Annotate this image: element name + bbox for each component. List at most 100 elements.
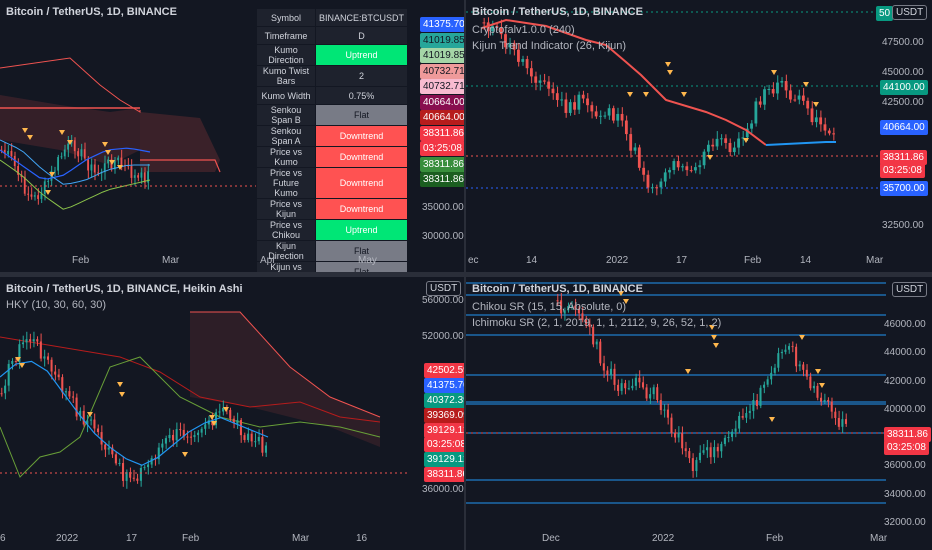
br-candle [812,385,815,389]
tr-signal-arrow [707,155,713,160]
tr-candle [737,138,741,148]
br-candle [809,376,812,389]
tr-indicator-2[interactable]: Kijun Trend Indicator (26, Kijun) [472,40,627,52]
tr-chart-canvas[interactable] [466,0,932,272]
br-candle [574,305,577,309]
br-signal-arrow [799,335,805,340]
kijun-trend-red [481,18,767,146]
br-currency-button[interactable]: USDT [892,282,928,297]
status-key: Price vs Kumo [256,146,316,168]
tr-candle [801,95,805,101]
tl-candle [57,157,59,171]
bl-candle [161,443,164,448]
bl-candle [229,409,232,419]
br-indicator-2[interactable]: Ichimoku SR (2, 1, 2019, 1, 1, 2112, 9, … [472,317,722,329]
pane-top-right-kijun[interactable]: Bitcoin / TetherUS, 1D, BINANCE Cryptofa… [466,0,932,272]
br-candle [674,433,677,438]
br-candle [641,382,645,388]
bl-y-label-2: 52000.00 [422,331,464,342]
br-indicator-1[interactable]: Chikou SR (15, 15, Absolute, 0) [472,301,627,313]
tr-candle [521,59,525,62]
br-chart-canvas[interactable] [466,277,932,550]
tr-candle [499,27,503,35]
br-candle [816,385,819,398]
br-candle [830,401,833,412]
br-candle [609,368,612,375]
tr-symbol-title[interactable]: Bitcoin / TetherUS, 1D, BINANCE [472,6,643,18]
br-symbol-title[interactable]: Bitcoin / TetherUS, 1D, BINANCE [472,283,643,295]
tr-signal-arrow [813,102,819,107]
bl-indicator[interactable]: HKY (10, 30, 60, 30) [6,299,107,311]
tr-price-tag: 44100.00 [880,80,928,95]
tl-signal-arrow [117,165,123,170]
bl-candle [150,458,153,465]
kijun-line [0,139,150,185]
bl-candle [139,467,142,481]
tr-candle [663,172,667,182]
status-value: 0.75% [314,86,409,105]
tr-candle [560,99,564,101]
bl-x-label: 16 [356,533,368,544]
status-value: Flat [314,104,409,126]
br-candle [741,415,744,418]
tr-candle [832,133,835,135]
tr-indicator-1[interactable]: Cryptofalv1.0.0 (240) [472,24,575,36]
tl-price-tag: 40664.00 [420,94,468,110]
status-row: Timeframe D [256,26,409,45]
tl-candle [17,166,19,175]
tl-symbol-title[interactable]: Bitcoin / TetherUS, 1D, BINANCE [6,6,177,18]
tr-x-label: 14 [526,255,538,266]
horizontal-divider[interactable] [0,272,932,277]
tr-candle [819,117,823,125]
br-candle [695,460,698,472]
bl-candle [39,341,42,359]
bl-candle [57,374,60,378]
tr-candle [750,123,753,129]
bl-price-tag: 39369.09 [424,408,472,423]
tl-candle [33,195,36,197]
bl-chart-canvas[interactable] [0,277,410,550]
pane-top-left-ichimoku[interactable]: Bitcoin / TetherUS, 1D, BINANCE Symbol BI… [0,0,410,272]
br-candle [570,305,573,307]
tr-candle [491,26,494,32]
bl-symbol-title[interactable]: Bitcoin / TetherUS, 1D, BINANCE, Heikin … [6,283,243,295]
bl-candle [143,467,146,469]
tr-signal-arrow [627,92,633,97]
tl-chart-canvas[interactable] [0,0,410,272]
pane-bottom-left-heikin-ashi[interactable]: Bitcoin / TetherUS, 1D, BINANCE, Heikin … [0,277,410,550]
br-candle [763,384,766,388]
br-x-label: 2022 [652,533,675,544]
br-candle [706,447,709,451]
bl-candle [132,477,135,479]
br-candle [738,415,741,429]
bl-signal-arrow [119,392,125,397]
pane-bottom-right-support-resistance[interactable]: Bitcoin / TetherUS, 1D, BINANCE Chikou S… [466,277,932,550]
tl-candle [30,194,33,197]
br-y-label: 46000.00 [884,319,926,330]
br-candle [602,363,605,371]
tr-candle [542,80,546,82]
bl-candle [257,436,260,442]
status-key: Kumo Width [256,86,316,105]
bl-currency-button[interactable]: USDT [426,281,462,296]
br-candle [755,400,758,406]
br-signal-arrow [713,343,719,348]
status-row: Price vs Kijun Downtrend [256,198,409,220]
bl-price-tag: 39129.12 [424,423,472,438]
tl-signal-arrow [105,150,111,155]
status-row: Price vs Kumo Downtrend [256,146,409,168]
tl-price-tag: 41375.70 [420,17,468,32]
bl-x-label: 6 [0,533,6,544]
tr-candle [685,166,689,171]
senkou-span-future [140,159,221,173]
br-candle [560,300,563,314]
tr-candle [689,170,693,172]
tr-signal-arrow [681,92,687,97]
tr-candle [706,144,710,152]
br-candle [631,385,634,389]
bl-candle [157,447,160,460]
tr-currency-button[interactable]: USDT [892,5,928,20]
tl-signal-arrow [109,160,115,165]
tr-y-label: 42500.00 [882,97,924,108]
vertical-divider[interactable] [464,0,466,550]
